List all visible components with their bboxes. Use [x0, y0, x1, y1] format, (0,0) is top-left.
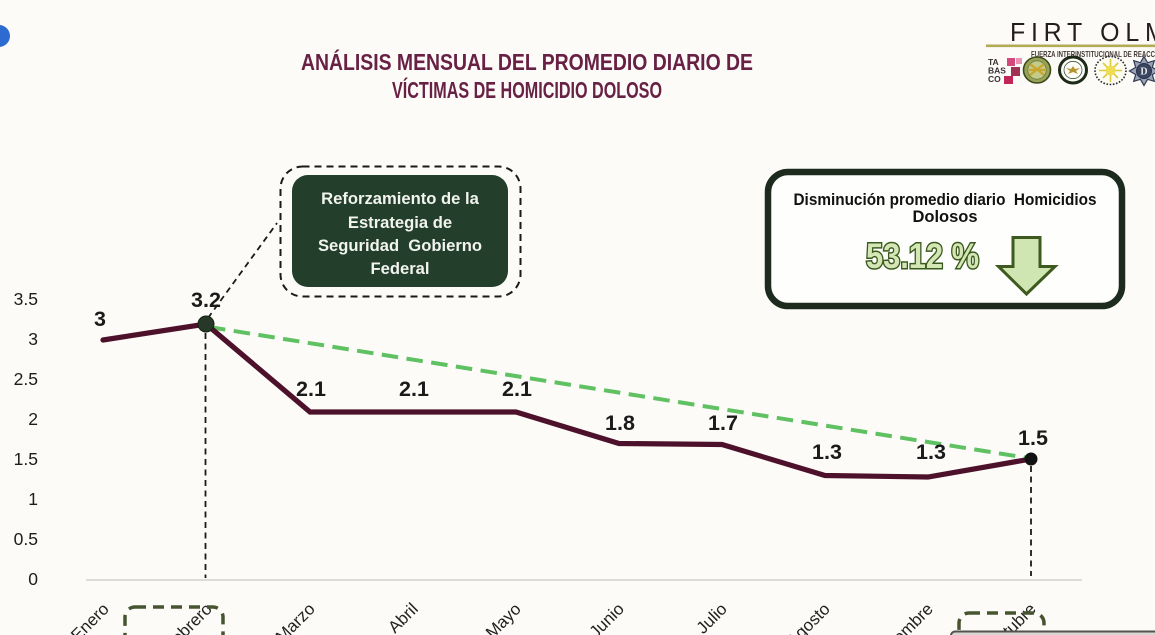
svg-text:1: 1 — [28, 489, 38, 509]
svg-text:2: 2 — [28, 409, 38, 429]
svg-text:VÍCTIMAS DE HOMICIDIO DOLOSO: VÍCTIMAS DE HOMICIDIO DOLOSO — [392, 76, 662, 103]
svg-text:2.1: 2.1 — [296, 377, 326, 401]
svg-text:Dolosos: Dolosos — [912, 208, 977, 226]
svg-text:2.1: 2.1 — [502, 377, 532, 401]
svg-text:Reforzamiento de la: Reforzamiento de la — [321, 189, 479, 208]
svg-text:3.5: 3.5 — [14, 289, 38, 309]
svg-text:3: 3 — [94, 307, 106, 331]
svg-text:Disminución promedio diario H: Disminución promedio diario Homicidios — [794, 191, 1097, 209]
svg-text:1.8: 1.8 — [605, 411, 635, 435]
svg-text:3: 3 — [28, 329, 38, 349]
svg-text:2.5: 2.5 — [14, 369, 38, 389]
svg-text:FUERZA INTERINSTITUCIONAL DE R: FUERZA INTERINSTITUCIONAL DE REACC — [1031, 49, 1155, 59]
svg-text:Federal: Federal — [370, 259, 429, 278]
svg-text:BAS: BAS — [988, 66, 1006, 76]
svg-text:1.3: 1.3 — [916, 440, 946, 464]
svg-text:1.5: 1.5 — [14, 449, 38, 469]
svg-text:1.5: 1.5 — [1018, 426, 1048, 450]
svg-text:Estrategia de: Estrategia de — [348, 213, 452, 232]
svg-text:FIRT OLMECA: FIRT OLMECA — [1010, 17, 1155, 47]
svg-text:ANÁLISIS MENSUAL DEL PROMEDIO: ANÁLISIS MENSUAL DEL PROMEDIO DIARIO DE — [301, 48, 753, 75]
svg-text:Seguridad Gobierno: Seguridad Gobierno — [318, 236, 482, 255]
svg-text:1.3: 1.3 — [812, 440, 842, 464]
svg-text:D: D — [1140, 67, 1147, 78]
svg-text:3.2: 3.2 — [191, 288, 221, 312]
svg-text:53.12 %: 53.12 % — [866, 237, 979, 276]
svg-text:2.1: 2.1 — [399, 377, 429, 401]
svg-text:1.7: 1.7 — [708, 411, 738, 435]
svg-text:0.5: 0.5 — [14, 529, 38, 549]
svg-text:CO: CO — [988, 74, 1001, 84]
svg-text:TA: TA — [988, 57, 999, 67]
svg-text:0: 0 — [28, 569, 38, 589]
